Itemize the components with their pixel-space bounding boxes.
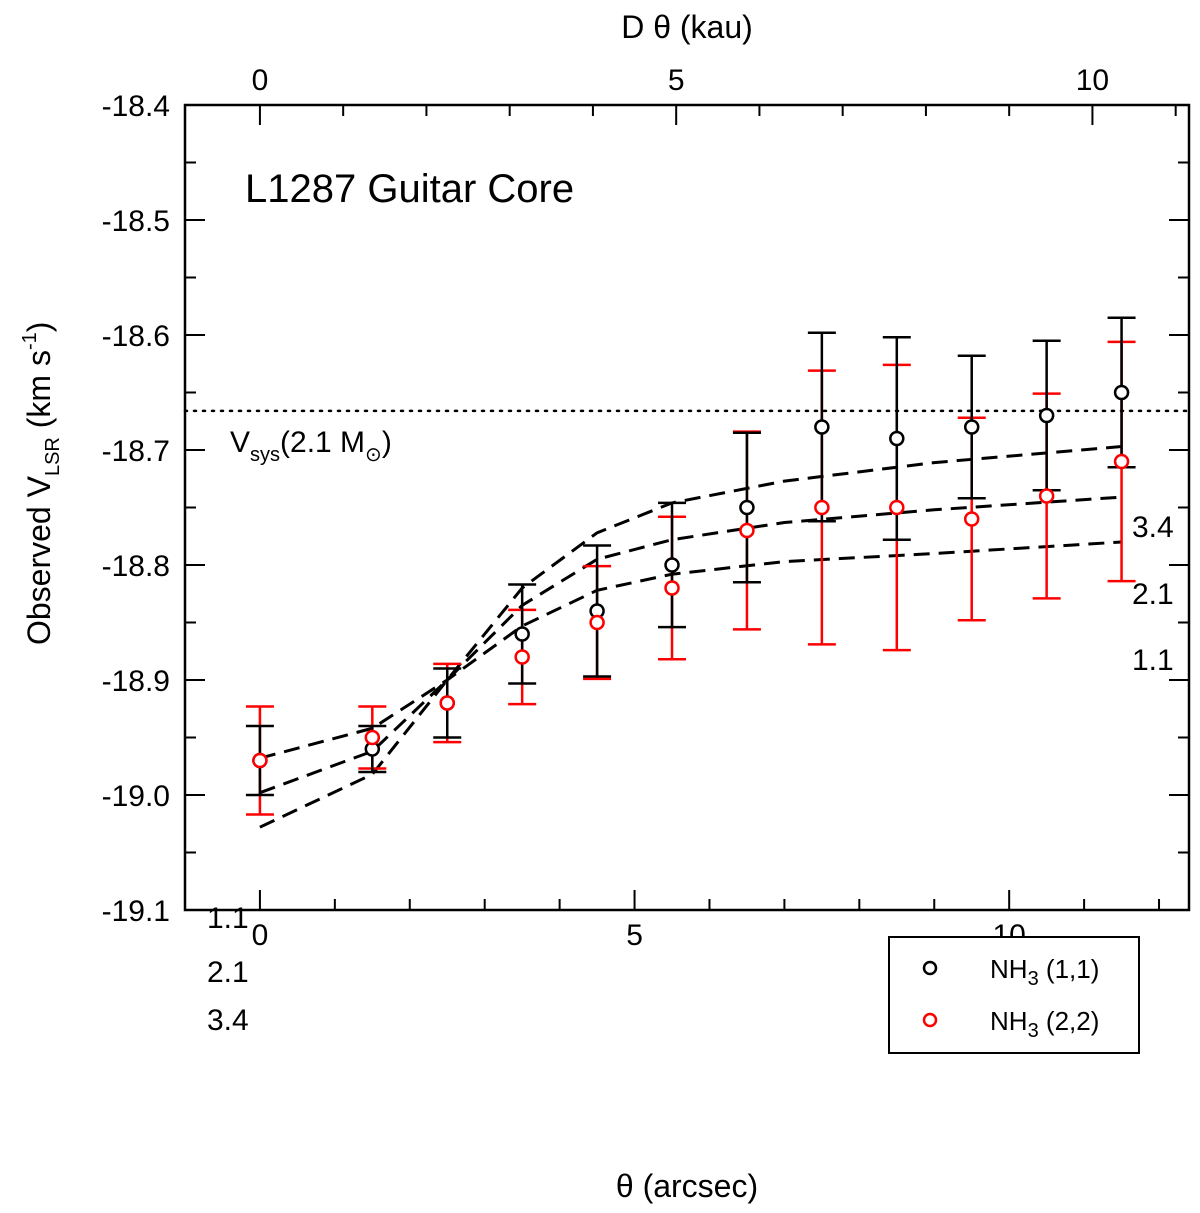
point-nh3-2-2 [252,752,268,769]
model-curve-1.1 [259,540,1122,760]
curve-label-right-3.4: 3.4 [1132,511,1174,544]
x2-axis-title: D θ (kau) [621,9,753,45]
vsys-label-close: ) [382,426,392,459]
curve-label-left-1.1: 1.1 [207,902,249,935]
y-tick-label: -19.0 [102,780,170,813]
legend-label-nh3-11-main: NH [990,954,1028,984]
point-nh3-2-2 [514,649,530,665]
data-points [252,384,1130,769]
vsys-label: Vsys(2.1 M⊙) [230,426,392,466]
legend-label-nh3-22: NH3 (2,2) [990,1006,1099,1042]
legend-label-nh3-11-sub: 3 [1028,968,1039,990]
model-curve-2.1 [259,495,1122,795]
y-tick-label: -18.9 [102,665,170,698]
point-nh3-1-1 [1113,384,1130,401]
legend-label-nh3-11: NH3 (1,1) [990,954,1099,990]
axis-ticks [184,104,1189,911]
curve-label-right-2.1: 2.1 [1132,578,1174,611]
y-axis-title-units-sup: -1 [19,332,41,350]
curve-label-left-3.4: 3.4 [207,1004,249,1037]
legend-label-nh3-22-rest: (2,2) [1039,1006,1100,1036]
point-nh3-1-1 [814,419,830,435]
legend-marker-nh3-11 [922,960,938,976]
y-axis-title-units-close: ) [21,322,57,333]
x-axis-title: θ (arcsec) [616,1168,758,1204]
point-nh3-2-2 [889,499,905,516]
model-curves [259,445,1122,829]
x2-tick-label: 0 [252,64,269,97]
x-tick-label: 0 [252,919,269,952]
y-tick-label: -18.5 [102,205,170,238]
y-axis-title-units: (km s [21,350,57,437]
y-axis-title: Observed VLSR (km s-1) [19,322,64,645]
legend-box [888,936,1140,1054]
point-nh3-2-2 [439,695,455,711]
vsys-label-sub: sys [250,444,280,466]
point-nh3-1-1 [739,499,755,516]
y-tick-label: -18.4 [102,90,170,123]
y-tick-label: -18.7 [102,435,170,468]
y-axis-title-main: Observed V [21,475,57,645]
y-tick-label: -18.6 [102,320,170,353]
point-nh3-1-1 [514,626,530,642]
legend-marker-nh3-22 [922,1012,938,1028]
vsys-label-sun: ⊙ [365,444,382,466]
vsys-label-mass: (2.1 M [280,426,365,459]
curve-label-right-1.1: 1.1 [1132,644,1174,677]
point-nh3-2-2 [739,522,755,539]
legend-label-nh3-22-sub: 3 [1028,1020,1039,1042]
point-nh3-2-2 [963,511,980,527]
vsys-label-main: V [230,426,250,459]
point-nh3-2-2 [814,499,830,516]
point-nh3-2-2 [664,580,680,596]
y-axis-title-sub: LSR [42,437,64,476]
legend: NH3 (1,1) NH3 (2,2) [888,936,1140,1054]
model-curve-3.4 [259,445,1122,829]
chart-title: L1287 Guitar Core [245,167,574,211]
point-nh3-1-1 [889,430,905,447]
point-nh3-2-2 [1113,453,1130,470]
y-tick-label: -19.1 [102,895,170,928]
x-tick-label: 5 [626,919,643,952]
point-nh3-1-1 [664,557,680,573]
point-nh3-2-2 [589,614,605,631]
point-nh3-1-1 [963,419,980,435]
x2-tick-label: 10 [1076,64,1109,97]
point-nh3-2-2 [1038,488,1055,504]
legend-label-nh3-22-main: NH [990,1006,1028,1036]
y-tick-label: -18.8 [102,550,170,583]
plot-frame [183,103,1191,912]
legend-label-nh3-11-rest: (1,1) [1039,954,1100,984]
point-nh3-2-2 [364,729,381,746]
point-nh3-1-1 [1038,407,1055,424]
x2-tick-label: 5 [668,64,685,97]
curve-label-left-2.1: 2.1 [207,956,249,989]
